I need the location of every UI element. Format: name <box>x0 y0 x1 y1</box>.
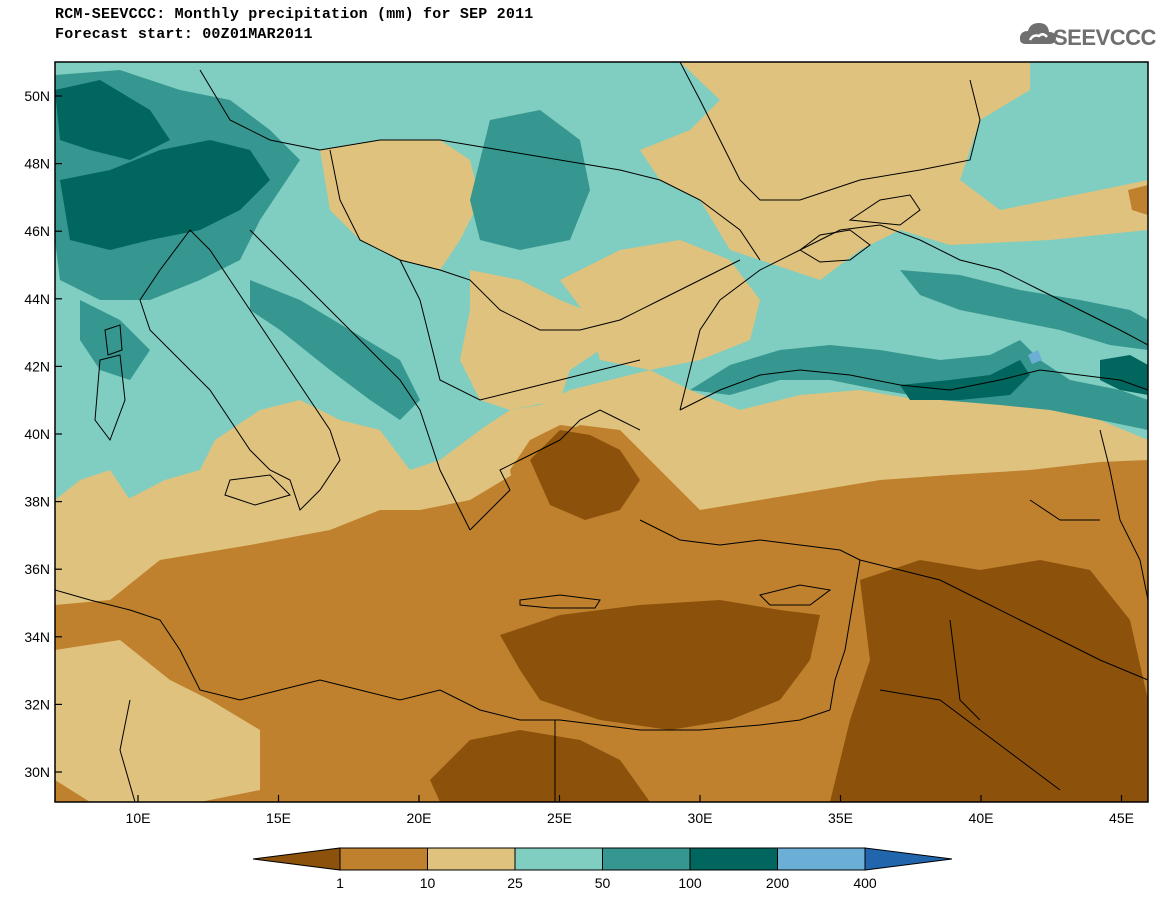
border-6 <box>879 689 1061 791</box>
border-5 <box>859 559 1148 681</box>
coast-adriatic-east <box>249 229 471 531</box>
colorbar-left-arrow <box>252 847 341 871</box>
colorbar-label: 100 <box>678 875 702 891</box>
lon-label: 25E <box>547 810 572 826</box>
coast-corsica <box>104 324 123 356</box>
band-10-25-ukraine <box>640 62 1148 280</box>
colorbar-label: 25 <box>507 875 523 891</box>
lat-label: 32N <box>24 696 50 712</box>
border-3 <box>399 259 641 401</box>
map-frame <box>54 61 1149 803</box>
forecast-start: Forecast start: 00Z01MAR2011 <box>55 26 313 43</box>
border-4 <box>679 62 981 201</box>
band-100-200-north <box>55 80 170 160</box>
coast-sardinia <box>94 354 126 442</box>
lat-label: 38N <box>24 494 50 510</box>
colorbar-label: 1 <box>336 875 344 891</box>
lon-label: 45E <box>1109 810 1134 826</box>
colorbar-box <box>339 847 428 871</box>
colorbar-box <box>602 847 691 871</box>
logo-text: SEEVCCC <box>1053 25 1156 50</box>
border-7 <box>949 619 981 721</box>
map-title: RCM-SEEVCCC: Monthly precipitation (mm) … <box>55 6 534 23</box>
border-2 <box>329 149 741 331</box>
latitude-axis: 50N 48N 46N 44N 42N 40N 38N 36N 34N 32N 30N <box>24 88 62 780</box>
colorbar: 1 10 25 50 100 200 400 <box>252 847 953 891</box>
band-lt1-arabia <box>830 560 1148 802</box>
lon-label: 40E <box>969 810 994 826</box>
colorbar-label: 200 <box>766 875 790 891</box>
border-10 <box>1099 429 1148 601</box>
band-lt1-egypt <box>430 730 650 802</box>
precip-field <box>55 62 1148 802</box>
lon-label: 30E <box>688 810 713 826</box>
coastlines <box>55 62 1148 802</box>
band-10-25-balkan <box>460 270 610 410</box>
band-10-25-libya-inset <box>55 640 260 802</box>
coast-levant <box>829 559 861 711</box>
lat-label: 50N <box>24 88 50 104</box>
coast-cyprus <box>759 584 832 606</box>
lat-label: 36N <box>24 561 50 577</box>
longitude-axis: 10E 15E 20E 25E 30E 35E 40E 45E <box>126 795 1134 826</box>
border-1 <box>199 69 761 261</box>
coast-greece <box>469 409 641 531</box>
coast-black-sea <box>679 224 1148 411</box>
band-100-200-alps <box>60 140 270 250</box>
coast-azov <box>848 194 921 226</box>
colorbar-box <box>689 847 778 871</box>
band-50-100-tyrrhenian <box>80 300 150 380</box>
coast-crete <box>519 594 601 609</box>
coast-africa <box>55 589 831 731</box>
lat-label: 46N <box>24 223 50 239</box>
colorbar-label: 400 <box>853 875 877 891</box>
colorbar-right-arrow <box>864 847 953 871</box>
lon-label: 15E <box>266 810 291 826</box>
colorbar-box <box>777 847 866 871</box>
band-lt1-aegean <box>530 430 640 520</box>
lat-label: 40N <box>24 426 50 442</box>
band-10-25-iberia-corner <box>55 470 130 525</box>
band-10-25-bulgaria <box>560 240 760 370</box>
band-100-200-turkey <box>900 360 1030 400</box>
coast-turkey-north <box>679 369 1148 411</box>
lon-label: 20E <box>407 810 432 826</box>
lon-label: 10E <box>126 810 151 826</box>
band-100-200-georgia <box>1100 355 1148 395</box>
lat-label: 42N <box>24 358 50 374</box>
border-9 <box>119 699 136 802</box>
band-50-100-carpathian <box>470 110 590 250</box>
lat-label: 30N <box>24 764 50 780</box>
cloud-icon <box>1019 23 1056 44</box>
colorbar-label: 50 <box>595 875 611 891</box>
lat-label: 48N <box>24 156 50 172</box>
coast-sicily <box>224 474 291 506</box>
seevccc-logo <box>1018 18 1158 58</box>
lon-label: 35E <box>828 810 853 826</box>
coast-italy <box>139 229 341 511</box>
colorbar-box <box>514 847 603 871</box>
band-200-400 <box>1028 350 1042 364</box>
band-10-25-hungary <box>320 140 480 270</box>
lat-label: 44N <box>24 291 50 307</box>
coast-turkey-south <box>639 519 861 561</box>
border-11 <box>1029 499 1100 521</box>
lat-label: 34N <box>24 629 50 645</box>
band-lt1-nw-corner <box>1128 185 1148 215</box>
coast-crimea <box>799 229 871 263</box>
band-50-100-adriatic <box>250 280 420 420</box>
band-50-100-caucasus <box>900 270 1148 350</box>
band-lt1-east-med <box>500 600 820 730</box>
colorbar-label: 10 <box>420 875 436 891</box>
colorbar-box <box>427 847 516 871</box>
